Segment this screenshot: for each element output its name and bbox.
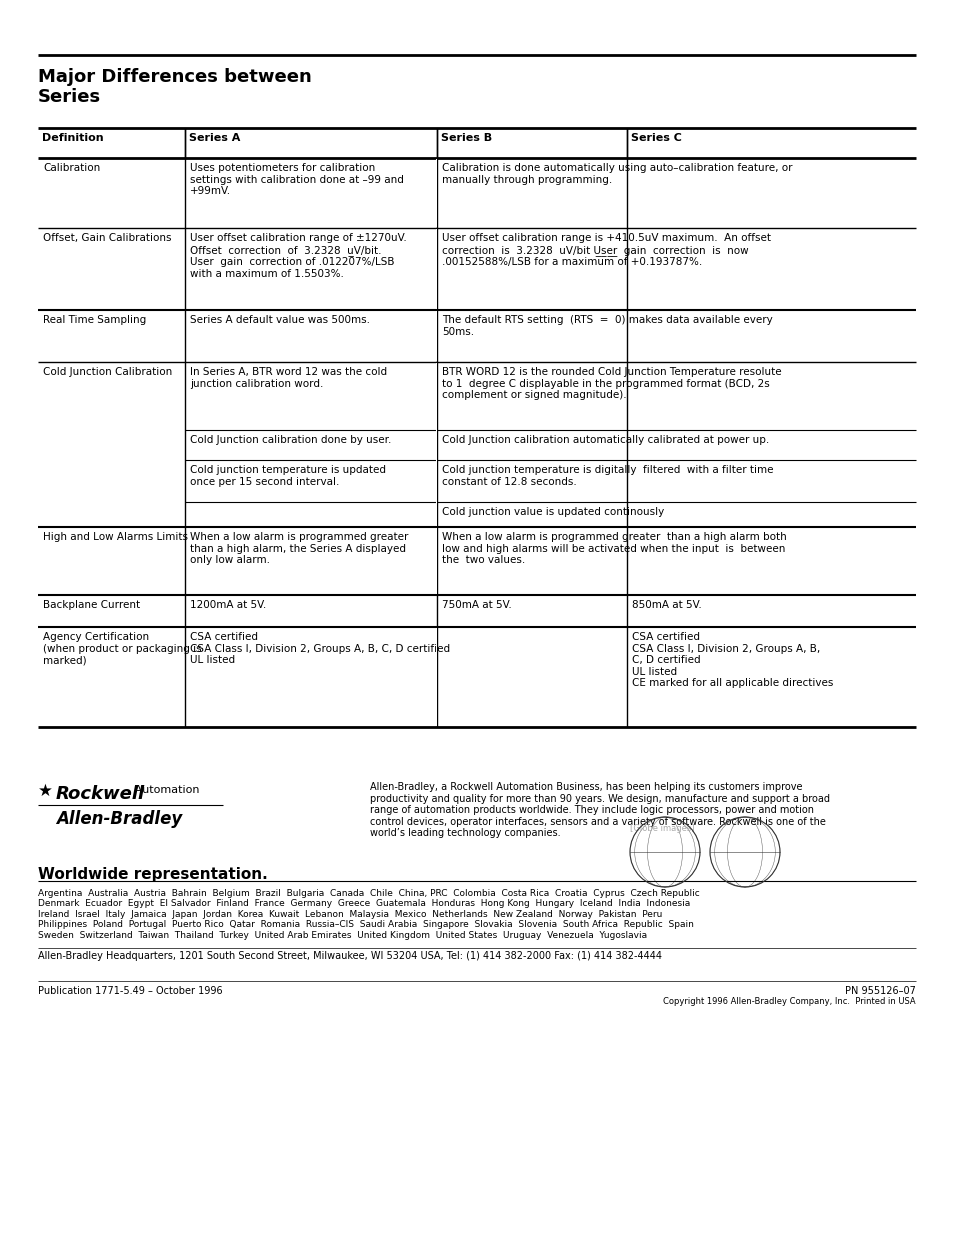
Text: Calibration: Calibration: [43, 163, 100, 173]
Text: Rockwell: Rockwell: [56, 785, 145, 803]
Text: Cold Junction Calibration: Cold Junction Calibration: [43, 367, 172, 377]
Text: When a low alarm is programmed greater  than a high alarm both
low and high alar: When a low alarm is programmed greater t…: [441, 532, 786, 566]
Text: Series: Series: [38, 88, 101, 106]
Text: Allen-Bradley Headquarters, 1201 South Second Street, Milwaukee, WI 53204 USA, T: Allen-Bradley Headquarters, 1201 South S…: [38, 951, 661, 961]
Text: [Globe images]: [Globe images]: [629, 824, 694, 832]
Text: PN 955126–07: PN 955126–07: [844, 986, 915, 995]
Text: Agency Certification
(when product or packaging is
marked): Agency Certification (when product or pa…: [43, 632, 201, 666]
Text: 1200mA at 5V.: 1200mA at 5V.: [190, 600, 266, 610]
Text: CSA certified
CSA Class I, Division 2, Groups A, B,
C, D certified
UL listed
CE : CSA certified CSA Class I, Division 2, G…: [631, 632, 833, 688]
Bar: [436, 629, 437, 726]
Text: Series A: Series A: [189, 133, 240, 143]
Text: Backplane Current: Backplane Current: [43, 600, 140, 610]
Text: Cold junction value is updated continously: Cold junction value is updated continous…: [441, 508, 663, 517]
Text: BTR WORD 12 is the rounded Cold Junction Temperature resolute
to 1  degree C dis: BTR WORD 12 is the rounded Cold Junction…: [441, 367, 781, 400]
Text: The default RTS setting  (RTS  =  0) makes data available every
50ms.: The default RTS setting (RTS = 0) makes …: [441, 315, 772, 337]
Bar: [436, 363, 437, 526]
Text: Major Differences between: Major Differences between: [38, 68, 312, 86]
Text: ★: ★: [38, 782, 52, 800]
Text: Real Time Sampling: Real Time Sampling: [43, 315, 146, 325]
Text: Uses potentiometers for calibration
settings with calibration done at –99 and
+9: Uses potentiometers for calibration sett…: [190, 163, 403, 196]
Text: Automation: Automation: [131, 785, 199, 795]
Text: Allen-Bradley: Allen-Bradley: [56, 810, 182, 827]
Text: Cold junction temperature is digitally  filtered  with a filter time
constant of: Cold junction temperature is digitally f…: [441, 466, 773, 487]
Text: Worldwide representation.: Worldwide representation.: [38, 867, 268, 882]
Bar: [436, 159, 437, 227]
Bar: [436, 311, 437, 361]
Text: Series A default value was 500ms.: Series A default value was 500ms.: [190, 315, 370, 325]
Text: When a low alarm is programmed greater
than a high alarm, the Series A displayed: When a low alarm is programmed greater t…: [190, 532, 408, 566]
Text: Cold junction temperature is updated
once per 15 second interval.: Cold junction temperature is updated onc…: [190, 466, 386, 487]
Text: Series B: Series B: [440, 133, 492, 143]
Text: Argentina  Australia  Austria  Bahrain  Belgium  Brazil  Bulgaria  Canada  Chile: Argentina Australia Austria Bahrain Belg…: [38, 889, 699, 940]
Text: In Series A, BTR word 12 was the cold
junction calibration word.: In Series A, BTR word 12 was the cold ju…: [190, 367, 387, 389]
Text: Copyright 1996 Allen-Bradley Company, Inc.  Printed in USA: Copyright 1996 Allen-Bradley Company, In…: [662, 997, 915, 1007]
Text: Allen-Bradley, a Rockwell Automation Business, has been helping its customers im: Allen-Bradley, a Rockwell Automation Bus…: [370, 782, 829, 839]
Text: Cold Junction calibration automatically calibrated at power up.: Cold Junction calibration automatically …: [441, 435, 768, 445]
Text: Publication 1771-5.49 – October 1996: Publication 1771-5.49 – October 1996: [38, 986, 222, 995]
Text: CSA certified
CSA Class I, Division 2, Groups A, B, C, D certified
UL listed: CSA certified CSA Class I, Division 2, G…: [190, 632, 450, 666]
Bar: [436, 629, 437, 726]
Text: User offset calibration range of ±1270uV.
Offset  correction  of  3.2328  u̲V/bi: User offset calibration range of ±1270uV…: [190, 233, 406, 279]
Text: Calibration is done automatically using auto–calibration feature, or
manually th: Calibration is done automatically using …: [441, 163, 792, 184]
Text: Offset, Gain Calibrations: Offset, Gain Calibrations: [43, 233, 172, 243]
Text: User offset calibration range is +410.5uV maximum.  An offset
correction  is  3.: User offset calibration range is +410.5u…: [441, 233, 770, 267]
Text: Cold Junction calibration done by user.: Cold Junction calibration done by user.: [190, 435, 391, 445]
Text: 750mA at 5V.: 750mA at 5V.: [441, 600, 511, 610]
Text: Definition: Definition: [42, 133, 104, 143]
Bar: [436, 228, 437, 309]
Text: 850mA at 5V.: 850mA at 5V.: [631, 600, 701, 610]
Text: Series C: Series C: [630, 133, 681, 143]
Bar: [436, 529, 437, 594]
Text: High and Low Alarms Limits: High and Low Alarms Limits: [43, 532, 188, 542]
